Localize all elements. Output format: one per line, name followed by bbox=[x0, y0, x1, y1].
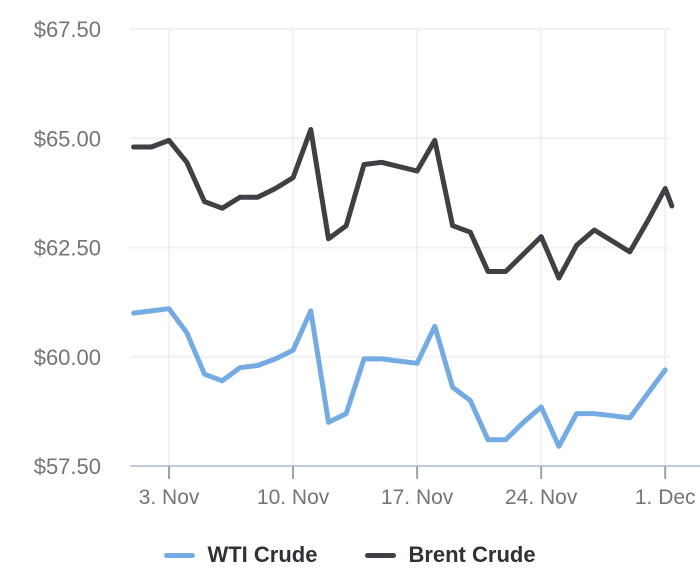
wti-crude-legend-label: WTI Crude bbox=[207, 542, 318, 567]
y-axis-label: $60.00 bbox=[34, 345, 101, 370]
line-brent-crude[interactable] bbox=[131, 127, 675, 281]
y-axis-label: $62.50 bbox=[34, 236, 101, 261]
x-axis-label: 1. Dec bbox=[635, 486, 696, 509]
x-axis-label: 24. Nov bbox=[505, 486, 578, 509]
y-axis-label: $57.50 bbox=[34, 454, 101, 479]
chart-plot-area: 3. Nov 10. Nov 17. Nov 24. Nov 1. Dec $67.50 $… bbox=[34, 17, 700, 509]
brent-crude-line-swatch bbox=[365, 552, 397, 558]
brent-crude-legend-label: Brent Crude bbox=[408, 542, 536, 567]
chart-legend: WTI Crude Brent Crude bbox=[0, 542, 700, 568]
line-wti-crude[interactable] bbox=[131, 306, 668, 449]
wti-crude-line-swatch bbox=[164, 552, 196, 558]
y-axis-label: $65.00 bbox=[34, 126, 101, 151]
y-axis-label: $67.50 bbox=[34, 17, 101, 42]
legend-item-wti-crude[interactable]: WTI Crude bbox=[164, 542, 317, 568]
x-axis-label: 17. Nov bbox=[381, 486, 454, 509]
x-axis-label: 10. Nov bbox=[257, 486, 330, 509]
legend-item-brent-crude[interactable]: Brent Crude bbox=[365, 542, 536, 568]
x-axis-label: 3. Nov bbox=[139, 486, 200, 509]
